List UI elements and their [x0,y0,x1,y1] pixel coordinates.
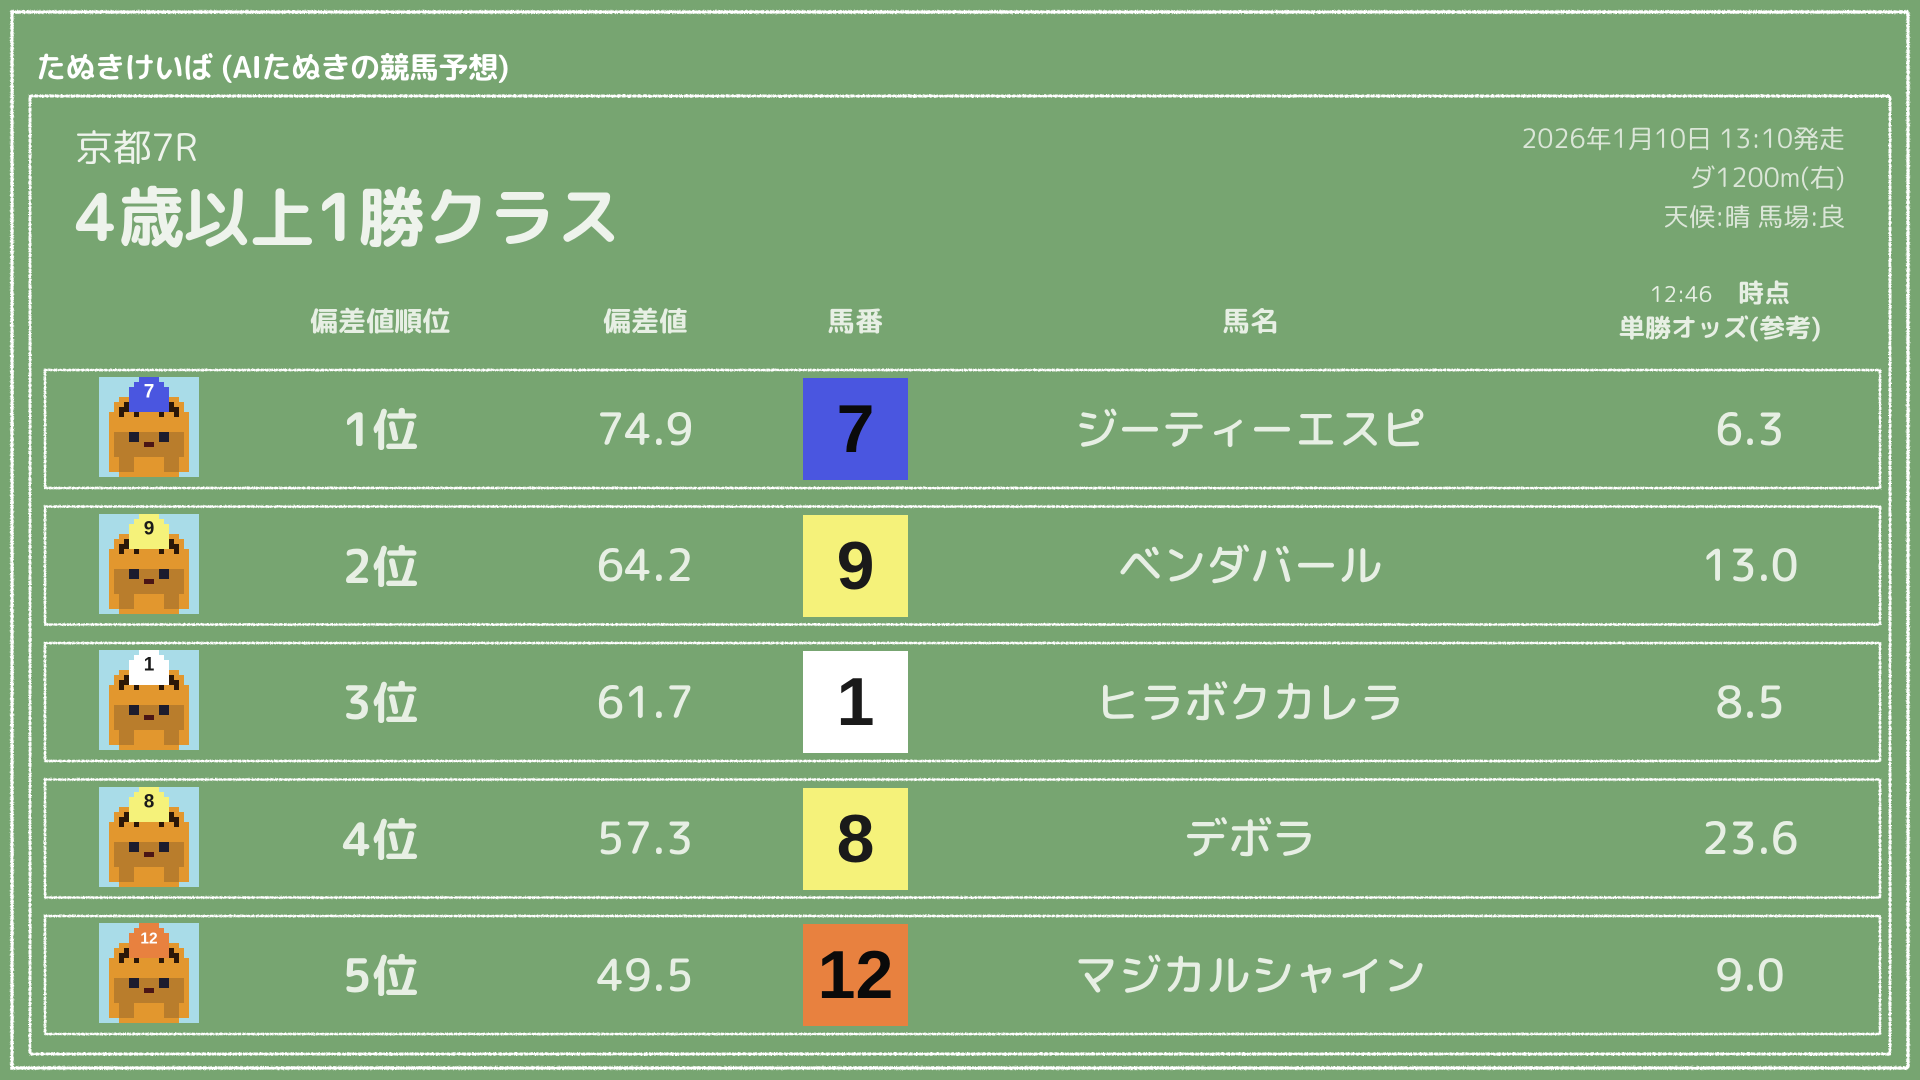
svg-text:12: 12 [140,931,157,948]
